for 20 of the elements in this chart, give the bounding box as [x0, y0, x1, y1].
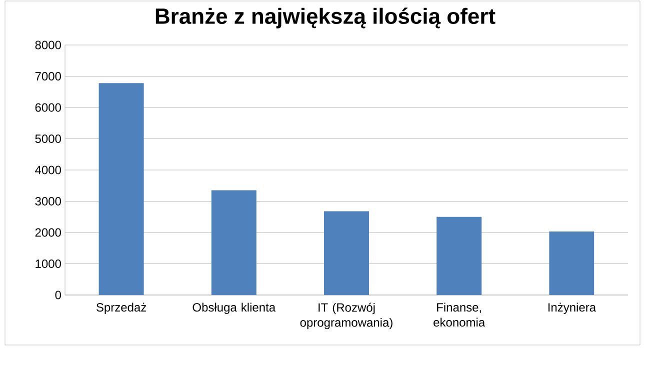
y-tick-label: 0: [55, 290, 62, 300]
y-tick-label: 4000: [35, 166, 61, 174]
y-tick-label: 7000: [35, 72, 61, 80]
y-tick-label: 5000: [35, 134, 61, 143]
y-tick-label: 8000: [35, 40, 61, 50]
bar: [436, 216, 482, 295]
bar: [324, 211, 370, 295]
y-tick-label: 1000: [36, 260, 61, 268]
y-tick-label: 2000: [35, 228, 61, 237]
x-tick-label: IT (Rozwój oprogramowania): [300, 302, 392, 330]
x-tick-label: Sprzedaż: [96, 302, 146, 314]
y-tick-label: 6000: [35, 103, 61, 112]
x-tick-label: Obsługa klienta: [192, 302, 276, 314]
chart-title: Branże z największą ilością ofert: [156, 8, 496, 28]
x-tick-label: Inżyniera: [548, 302, 596, 314]
bar: [98, 83, 144, 295]
y-tick-label: 3000: [35, 197, 61, 206]
bar: [549, 232, 594, 295]
bar: [211, 190, 256, 295]
x-tick-label: Finanse, ekonomia: [434, 302, 486, 327]
